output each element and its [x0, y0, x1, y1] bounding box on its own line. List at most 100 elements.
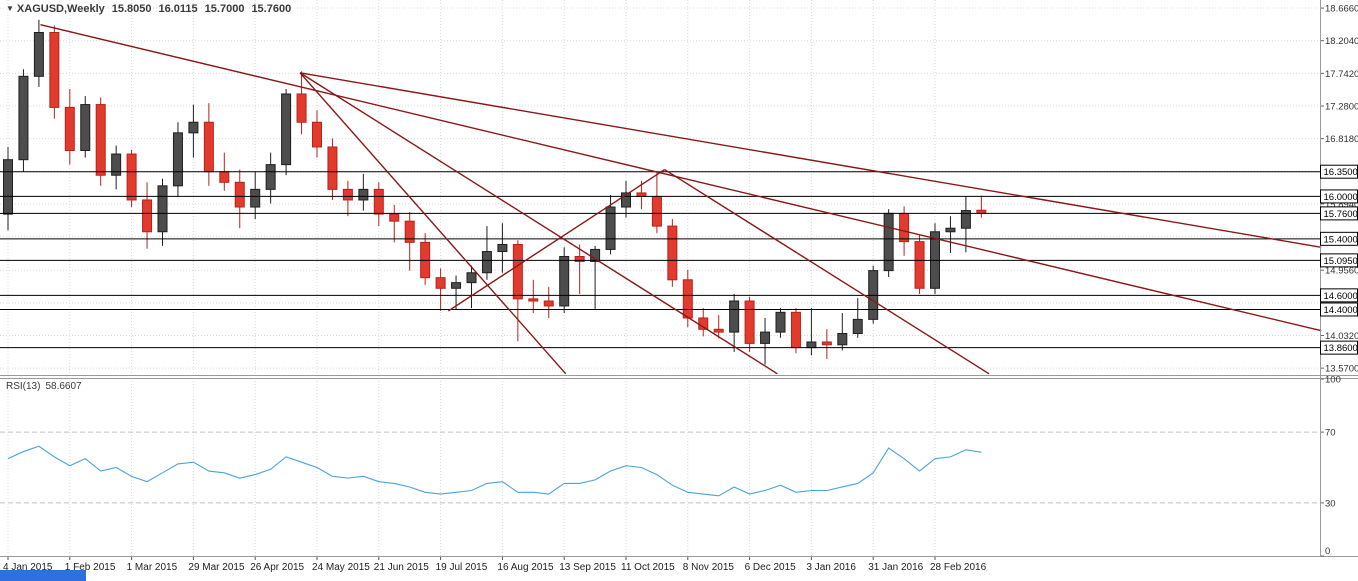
symbol-label: XAGUSD,Weekly	[16, 3, 105, 15]
candle-body	[775, 311, 786, 333]
x-axis-label: 24 May 2015	[312, 562, 370, 573]
candle-body	[466, 272, 477, 284]
candle-body	[188, 121, 199, 134]
candle-body	[821, 341, 832, 346]
price-level-badge-text: 15.4000	[1324, 234, 1358, 245]
symbol-dropdown-icon: ▼	[6, 4, 14, 13]
price-axis-label: 17.2800	[1325, 101, 1358, 112]
candle-body	[250, 188, 261, 208]
rsi-line	[7, 445, 982, 497]
candle-body	[512, 243, 523, 300]
price-level-badge-text: 16.3500	[1324, 167, 1358, 178]
candle-body	[281, 93, 292, 166]
x-axis-label: 4 Jan 2015	[3, 562, 53, 573]
candle-body	[837, 333, 848, 346]
price-level-badge-text: 16.0000	[1324, 192, 1358, 203]
rsi-axis-label: 0	[1325, 546, 1330, 557]
candle-body	[899, 212, 910, 243]
candle-body	[744, 300, 755, 344]
candle-body	[945, 227, 956, 233]
candle-body	[481, 251, 492, 274]
indicator-label: RSI(13) 58.6607	[6, 381, 82, 392]
candle-body	[451, 282, 462, 289]
candle-body	[852, 318, 863, 335]
candle-body	[80, 104, 91, 152]
trendline[interactable]	[299, 72, 778, 375]
candle-body	[682, 279, 693, 319]
price-level-badge-text: 14.4000	[1324, 305, 1358, 316]
candle-body	[157, 185, 168, 233]
price-axis-label: 18.6660	[1325, 4, 1358, 15]
x-axis-label: 8 Nov 2015	[683, 562, 735, 573]
candle-body	[914, 241, 925, 289]
taskbar-fragment[interactable]	[0, 570, 86, 581]
x-axis-label: 26 Apr 2015	[250, 562, 304, 573]
rsi-axis-label: 70	[1325, 428, 1336, 439]
candle-body	[497, 243, 508, 253]
price-axis-label: 13.5700	[1325, 364, 1358, 375]
candle-body	[713, 328, 724, 333]
price-level-badge-text: 15.7600	[1324, 209, 1358, 220]
candle-body	[574, 255, 585, 262]
candle-body	[95, 104, 106, 176]
trendline[interactable]	[447, 168, 666, 312]
candle-body	[543, 300, 554, 307]
x-axis-label: 29 Mar 2015	[188, 562, 245, 573]
trendline[interactable]	[299, 72, 567, 375]
x-axis-label: 1 Mar 2015	[127, 562, 178, 573]
close-value: 15.7600	[251, 3, 292, 15]
candle-body	[126, 153, 137, 201]
candle-body	[111, 153, 122, 176]
candle-body	[667, 225, 678, 281]
price-axis-label: 15.8940	[1325, 199, 1358, 210]
candle-body	[3, 159, 13, 215]
candle-body	[234, 181, 245, 208]
candle-body	[64, 106, 75, 152]
candle-body	[651, 195, 662, 227]
candle-body	[435, 277, 446, 289]
x-axis-label: 28 Feb 2016	[930, 562, 987, 573]
trendline[interactable]	[40, 24, 1322, 332]
price-axis-label: 17.7420	[1325, 69, 1358, 80]
candle-body	[18, 75, 29, 161]
candle-body	[296, 93, 307, 123]
candle-body	[219, 171, 230, 183]
x-axis-label: 6 Dec 2015	[745, 562, 797, 573]
price-level-badge-text: 14.6000	[1324, 291, 1358, 302]
candle-body	[605, 206, 616, 250]
candle-body	[806, 341, 817, 349]
price-level-badge-text: 13.8600	[1324, 343, 1358, 354]
candle-body	[312, 121, 322, 148]
x-axis-label: 21 Jun 2015	[374, 562, 429, 573]
x-axis-label: 19 Jul 2015	[436, 562, 488, 573]
candle-body	[49, 32, 60, 108]
candle-body	[559, 255, 570, 307]
candle-body	[373, 188, 384, 215]
candle-body	[404, 220, 415, 243]
candle-body	[389, 213, 400, 222]
candle-body	[621, 192, 631, 208]
x-axis-label: 3 Jan 2016	[806, 562, 856, 573]
price-axis-label: 14.9560	[1325, 266, 1358, 277]
trendline[interactable]	[664, 168, 990, 375]
candle-body	[203, 121, 214, 173]
candle-body	[358, 188, 369, 201]
open-value: 15.8050	[111, 3, 152, 15]
rsi-axis-label: 30	[1325, 498, 1336, 509]
price-axis-label: 16.8180	[1325, 134, 1358, 145]
x-axis-label: 11 Oct 2015	[621, 562, 675, 573]
indicator-value: 58.6607	[45, 381, 82, 392]
x-axis-label: 31 Jan 2016	[868, 562, 923, 573]
price-axis-label: 18.2040	[1325, 36, 1358, 47]
x-axis-label: 1 Feb 2015	[65, 562, 116, 573]
rsi-axis-label: 100	[1325, 375, 1341, 386]
candle-body	[790, 311, 801, 349]
candle-body	[142, 199, 153, 233]
price-level-badge-text: 15.0950	[1324, 256, 1358, 267]
trendline[interactable]	[299, 72, 1322, 248]
x-axis-label: 16 Aug 2015	[497, 562, 554, 573]
candle-body	[265, 164, 276, 190]
candle-body	[729, 300, 740, 333]
